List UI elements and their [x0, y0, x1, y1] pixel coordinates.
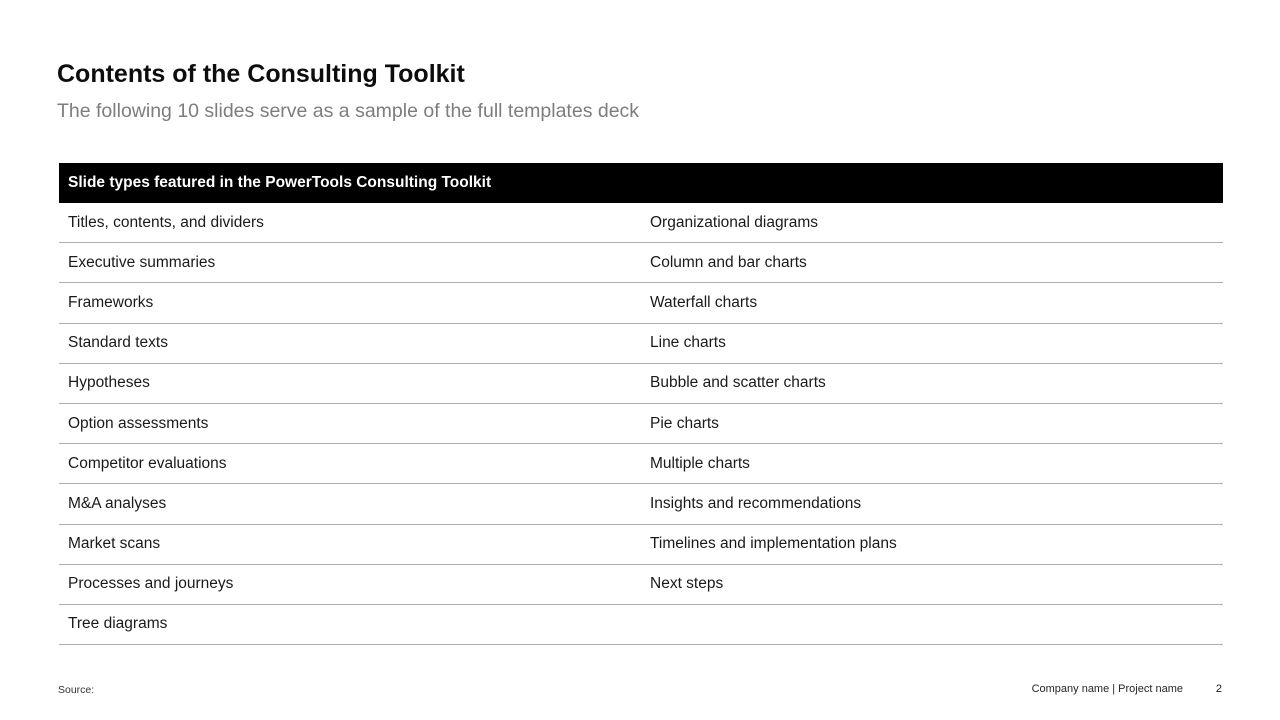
- footer-company-project: Company name | Project name: [1031, 683, 1183, 695]
- table-cell-right-6: Pie charts: [641, 404, 1223, 445]
- footer-page-number: 2: [1215, 683, 1222, 695]
- table-cell-left-1: Titles, contents, and dividers: [59, 203, 641, 244]
- table-cell-left-9: Market scans: [59, 525, 641, 565]
- table-cell-left-10: Processes and journeys: [59, 565, 641, 605]
- table-cell-right-2: Column and bar charts: [641, 243, 1223, 284]
- table-header: Slide types featured in the PowerTools C…: [59, 163, 1223, 203]
- table-cell-left-8: M&A analyses: [59, 484, 641, 525]
- table-cell-right-7: Multiple charts: [641, 444, 1223, 485]
- table-cell-right-11: [641, 605, 1223, 646]
- table-cell-right-3: Waterfall charts: [641, 283, 1223, 324]
- table-cell-right-10: Next steps: [641, 565, 1223, 605]
- table-cell-left-2: Executive summaries: [59, 243, 641, 284]
- page-title: Contents of the Consulting Toolkit: [57, 60, 465, 88]
- page-subtitle: The following 10 slides serve as a sampl…: [57, 100, 640, 122]
- table-cell-left-5: Hypotheses: [59, 364, 641, 404]
- table-cell-left-4: Standard texts: [59, 324, 641, 364]
- table-cell-right-8: Insights and recommendations: [641, 484, 1223, 525]
- table-cell-right-9: Timelines and implementation plans: [641, 525, 1223, 565]
- table-body: Titles, contents, and dividers Executive…: [59, 203, 1223, 646]
- table-cell-right-1: Organizational diagrams: [641, 203, 1223, 244]
- footer-source-label: Source:: [58, 684, 95, 696]
- table-cell-left-11: Tree diagrams: [59, 605, 641, 646]
- table-cell-right-4: Line charts: [641, 324, 1223, 364]
- table-cell-right-5: Bubble and scatter charts: [641, 364, 1223, 404]
- slide-types-table: Slide types featured in the PowerTools C…: [59, 163, 1223, 646]
- table-cell-left-7: Competitor evaluations: [59, 444, 641, 485]
- table-cell-left-6: Option assessments: [59, 404, 641, 445]
- table-cell-left-3: Frameworks: [59, 283, 641, 324]
